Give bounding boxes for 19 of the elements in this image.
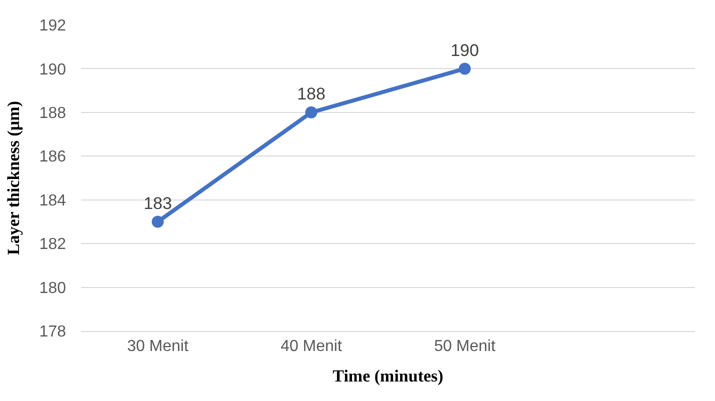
y-tick-label: 180	[39, 280, 66, 297]
x-tick-label: 30 Menit	[127, 338, 189, 356]
point	[152, 216, 164, 228]
x-tick-label: 50 Menit	[434, 338, 496, 356]
y-tick-label: 192	[39, 18, 66, 35]
y-axis-title: Layer thickness (µm)	[4, 101, 23, 255]
x-tick-label: 40 Menit	[280, 338, 342, 356]
point	[458, 62, 471, 75]
y-tick-label: 182	[39, 236, 66, 254]
x-axis-title: Time (minutes)	[332, 366, 444, 386]
y-tick-label: 186	[39, 148, 66, 166]
y-tick-label: 190	[39, 61, 66, 78]
y-tick-label: 184	[39, 192, 66, 210]
y-tick-label: 178	[39, 324, 66, 341]
data-label: 190	[450, 40, 479, 60]
data-label: 183	[144, 194, 172, 213]
point	[305, 106, 318, 118]
y-tick-label: 188	[39, 105, 66, 122]
data-label: 188	[297, 84, 326, 104]
